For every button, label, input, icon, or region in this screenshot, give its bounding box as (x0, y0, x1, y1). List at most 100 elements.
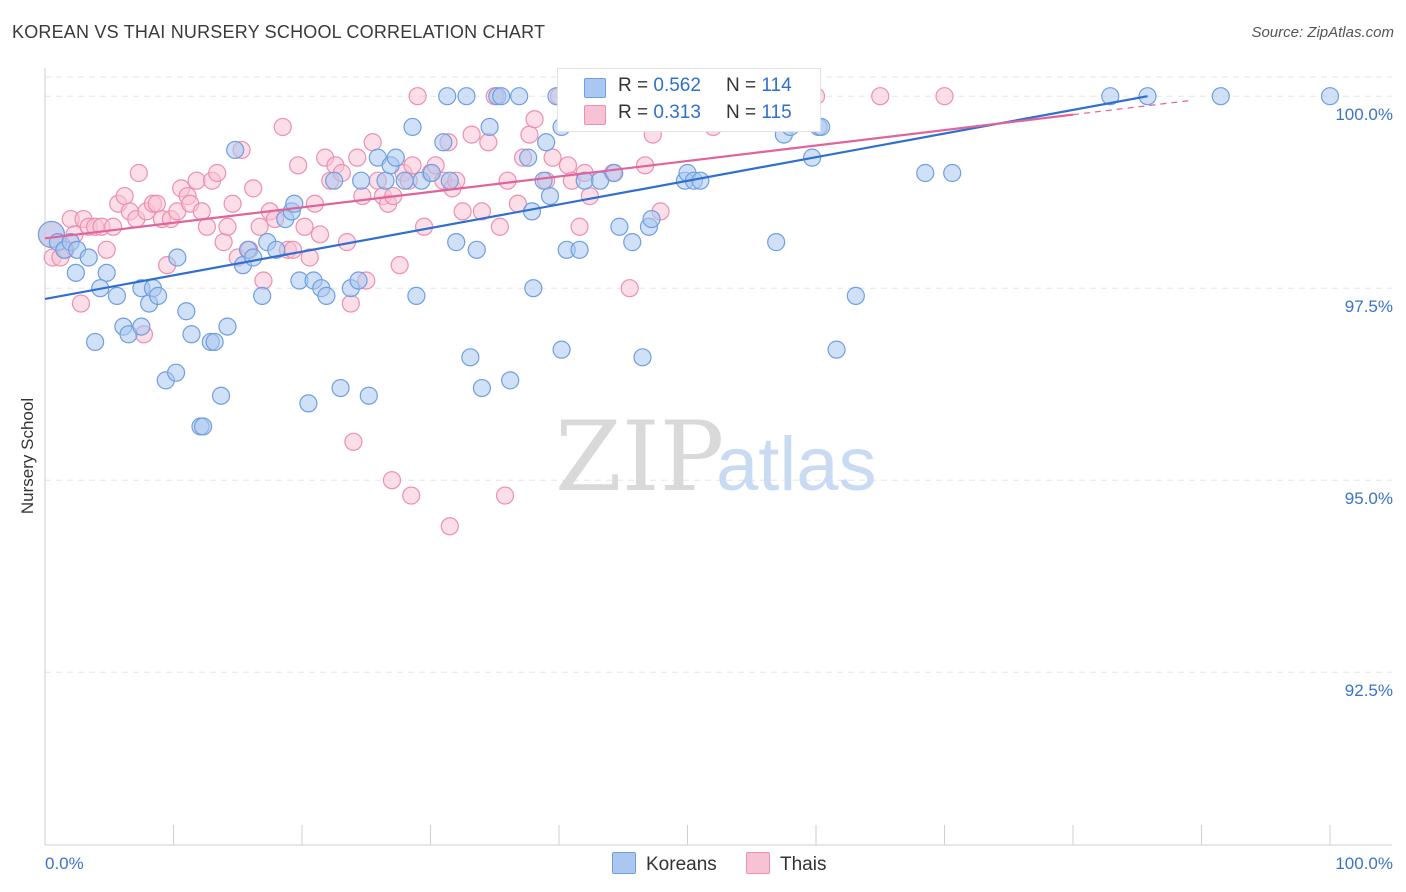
zipatlas-watermark: ZIP atlas (555, 401, 877, 513)
thais-point (348, 148, 367, 167)
koreans-point (376, 171, 395, 190)
koreans-point (407, 286, 426, 305)
trendlines (44, 95, 1189, 301)
thais-point (495, 486, 515, 505)
thais-point (414, 217, 434, 236)
thais-point (214, 233, 233, 252)
thais-legend-label: Thais (780, 854, 827, 875)
thais-point (341, 294, 360, 313)
koreans-point (691, 171, 710, 190)
thais-legend-swatch (746, 852, 770, 874)
thais-swatch (584, 105, 606, 125)
koreans-point (395, 171, 414, 190)
bottom-legend-koreans[interactable]: Koreans (612, 852, 717, 876)
koreans-point (97, 263, 116, 282)
x-tick-labels: 0.0% 100.0% (45, 854, 1393, 873)
thais-point (462, 125, 481, 144)
thais-point (520, 125, 539, 144)
koreans-point (349, 271, 368, 290)
legend-r-label: R = (618, 102, 649, 123)
thais-point (479, 133, 498, 152)
koreans-point (299, 394, 318, 413)
koreans-point (267, 240, 286, 259)
koreans-point (461, 348, 480, 367)
koreans-point (1211, 87, 1230, 106)
y-axis-label: Nursery School (18, 397, 37, 515)
thais-point (543, 148, 562, 167)
koreans-point (605, 163, 624, 183)
legend-r-label: R = (618, 75, 649, 96)
koreans-point (148, 286, 168, 305)
thais-point (115, 186, 134, 206)
koreans-point (386, 148, 405, 167)
thais-point (300, 248, 319, 267)
legend-n-value-koreans: 114 (761, 75, 792, 96)
thais-point (570, 217, 589, 236)
legend-r-value-thais: 0.313 (653, 102, 701, 123)
koreans-point (633, 348, 652, 367)
thais-trendline (44, 113, 1074, 240)
thais-point (71, 294, 91, 313)
thais-point (620, 279, 639, 298)
legend-r-value-koreans: 0.562 (653, 75, 701, 96)
koreans-point (570, 240, 589, 259)
legend-n-label: N = (726, 75, 757, 96)
koreans-point (438, 87, 457, 106)
y-tick-labels: 92.5% 95.0% 97.5% 100.0% (1335, 105, 1393, 700)
koreans-point (211, 386, 231, 405)
x-tick-label-max: 100.0% (1335, 854, 1393, 873)
koreans-point (1101, 87, 1120, 106)
koreans-point (434, 133, 453, 152)
koreans-point (440, 171, 459, 190)
koreans-point (422, 163, 441, 183)
thais-point (208, 163, 227, 183)
koreans-point (501, 371, 520, 390)
koreans-point (510, 87, 529, 106)
koreans-point (642, 209, 661, 229)
koreans-point (359, 386, 378, 405)
thais-trendline-extension (1072, 100, 1189, 116)
koreans-point (623, 233, 642, 252)
thais-point (244, 179, 263, 198)
thais-point (197, 217, 217, 236)
bottom-legend-thais[interactable]: Thais (746, 852, 826, 876)
koreans-point (492, 87, 511, 106)
thais-point (935, 87, 954, 106)
thais-point (490, 217, 509, 236)
koreans-legend-swatch (612, 852, 636, 874)
koreans-point (846, 286, 865, 305)
thais-point (403, 156, 422, 175)
koreans-point (1320, 87, 1340, 106)
x-tick-label-min: 0.0% (45, 854, 84, 873)
koreans-point (352, 171, 371, 190)
thais-point (525, 110, 544, 129)
koreans-legend-label: Koreans (646, 854, 717, 875)
thais-point (254, 271, 273, 290)
legend-n-value-thais: 115 (761, 102, 792, 123)
koreans-point (540, 186, 560, 206)
koreans-point (205, 332, 224, 352)
legend-n-label: N = (726, 102, 757, 123)
thais-point (295, 217, 314, 236)
y-tick-label: 100.0% (1335, 105, 1393, 124)
thais-point (453, 202, 472, 221)
koreans-point (132, 317, 151, 336)
koreans-point (317, 286, 336, 305)
thais-point (558, 156, 578, 175)
thais-point (580, 186, 599, 206)
thais-point (440, 517, 459, 536)
thais-point (363, 133, 382, 152)
koreans-point (916, 163, 935, 183)
koreans-point (168, 248, 187, 267)
y-tick-label: 97.5% (1345, 297, 1393, 316)
koreans-point (331, 378, 350, 398)
thais-point (390, 256, 409, 275)
thais-point (408, 87, 427, 106)
koreans-point (66, 263, 85, 282)
koreans-point (244, 248, 263, 267)
thais-point (498, 171, 517, 190)
thais-point (187, 171, 206, 190)
koreans-point (193, 417, 213, 436)
koreans-point (253, 286, 272, 305)
